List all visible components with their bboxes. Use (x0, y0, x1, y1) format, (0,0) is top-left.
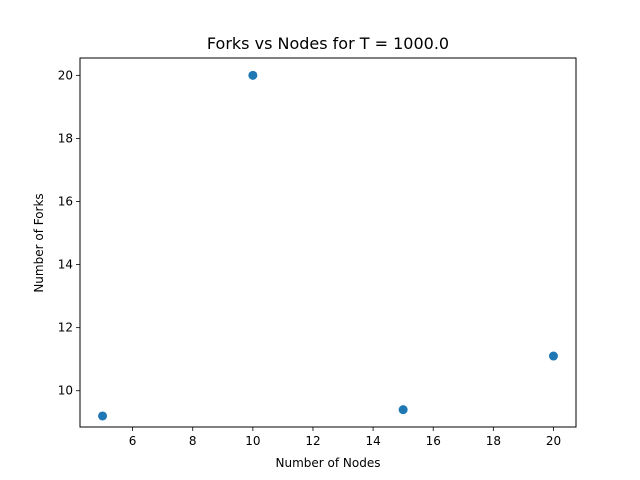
x-tick-label: 16 (426, 434, 441, 448)
y-tick-label: 18 (58, 131, 73, 145)
x-axis: 6 8 10 12 14 16 18 20 (129, 427, 561, 448)
y-axis-label: Number of Forks (32, 193, 46, 292)
x-tick-label: 14 (365, 434, 380, 448)
x-axis-label: Number of Nodes (276, 456, 381, 470)
chart-title: Forks vs Nodes for T = 1000.0 (207, 34, 449, 53)
x-tick-label: 8 (189, 434, 197, 448)
data-point (548, 351, 558, 361)
x-tick-label: 12 (305, 434, 320, 448)
x-tick-label: 10 (245, 434, 260, 448)
y-axis: 10 12 14 16 18 20 (58, 68, 80, 398)
y-tick-label: 14 (58, 258, 73, 272)
y-tick-label: 12 (58, 321, 73, 335)
y-tick-label: 16 (58, 195, 73, 209)
x-tick-label: 6 (129, 434, 137, 448)
plot-frame (79, 57, 577, 428)
data-point (398, 405, 408, 415)
data-point (98, 411, 108, 421)
plot-area (98, 70, 558, 421)
data-point (248, 70, 258, 80)
x-tick-label: 20 (546, 434, 561, 448)
y-tick-label: 10 (58, 384, 73, 398)
x-tick-label: 18 (486, 434, 501, 448)
y-tick-label: 20 (58, 68, 73, 82)
